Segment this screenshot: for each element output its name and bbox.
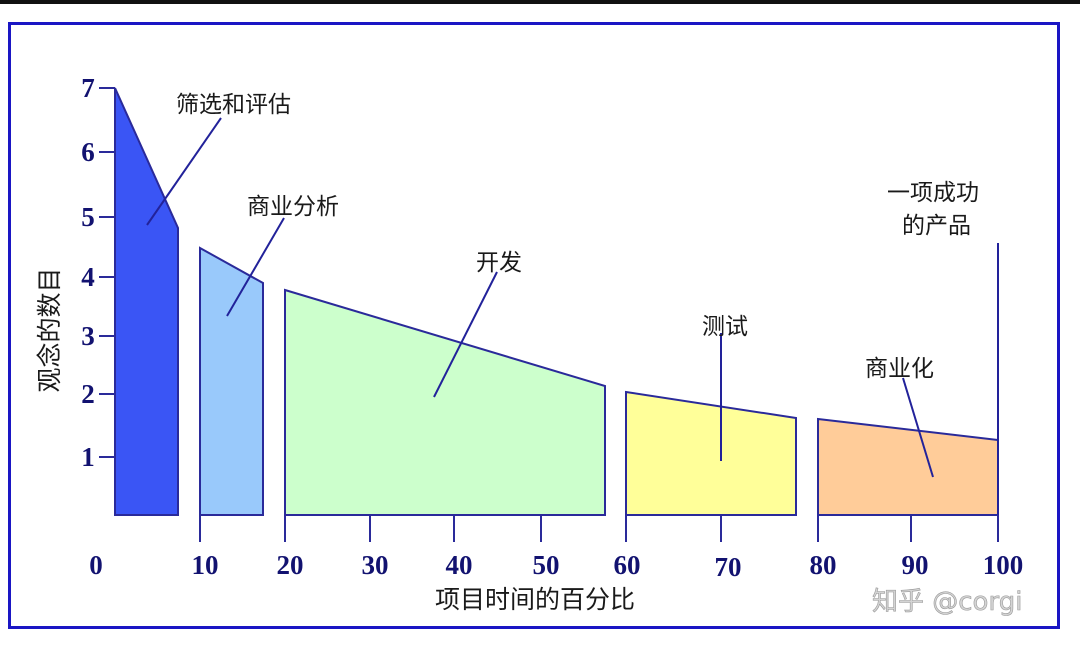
screening-leader-line <box>146 117 222 226</box>
x-tick-100: 100 <box>983 550 1024 580</box>
y-tick-3: 3 <box>81 321 95 351</box>
x-tick-70: 70 <box>715 552 742 582</box>
commercialization-leader-line <box>902 377 934 478</box>
x-tick-10: 10 <box>192 550 219 580</box>
y-tick-1: 1 <box>81 442 95 472</box>
x-tick-40: 40 <box>446 550 473 580</box>
stage-business-analysis-area <box>199 246 264 516</box>
y-tick-2: 2 <box>81 379 95 409</box>
x-tick-50: 50 <box>533 550 560 580</box>
label-success-line2: 的产品 <box>902 213 971 239</box>
label-testing: 测试 <box>702 314 748 340</box>
y-tick-labels: 7 6 5 4 3 2 1 <box>81 73 95 472</box>
stage-commercialization-area <box>817 417 999 516</box>
y-tick-7: 7 <box>81 73 95 103</box>
y-axis-title: 观念的数目 <box>35 267 64 392</box>
stage-testing-area <box>625 390 797 516</box>
x-axis-title: 项目时间的百分比 <box>435 585 635 614</box>
x-tick-80: 80 <box>810 550 837 580</box>
y-axis-ticks <box>99 87 115 458</box>
label-screening: 筛选和评估 <box>176 92 291 118</box>
label-development: 开发 <box>476 250 522 276</box>
y-tick-4: 4 <box>81 262 95 292</box>
x-tick-30: 30 <box>362 550 389 580</box>
chart-frame <box>8 22 1060 629</box>
x-tick-labels: 0 10 20 30 40 50 60 70 80 90 100 <box>89 550 1023 582</box>
top-border-bar <box>0 0 1080 4</box>
x-tick-0: 0 <box>89 550 103 580</box>
y-tick-6: 6 <box>81 137 95 167</box>
watermark: 知乎 @corgi <box>872 587 1022 617</box>
label-business-analysis: 商业分析 <box>247 194 339 220</box>
development-leader-line <box>433 271 498 398</box>
stage-screening-area <box>114 87 179 516</box>
y-tick-5: 5 <box>81 202 95 232</box>
label-success-line1: 一项成功 <box>887 180 979 206</box>
business-analysis-leader-line <box>226 217 285 317</box>
x-tick-20: 20 <box>277 550 304 580</box>
x-axis-ticks <box>199 515 999 542</box>
stage-development-area <box>284 288 606 516</box>
x-tick-90: 90 <box>902 550 929 580</box>
x-tick-60: 60 <box>614 550 641 580</box>
label-commercialization: 商业化 <box>865 356 934 382</box>
